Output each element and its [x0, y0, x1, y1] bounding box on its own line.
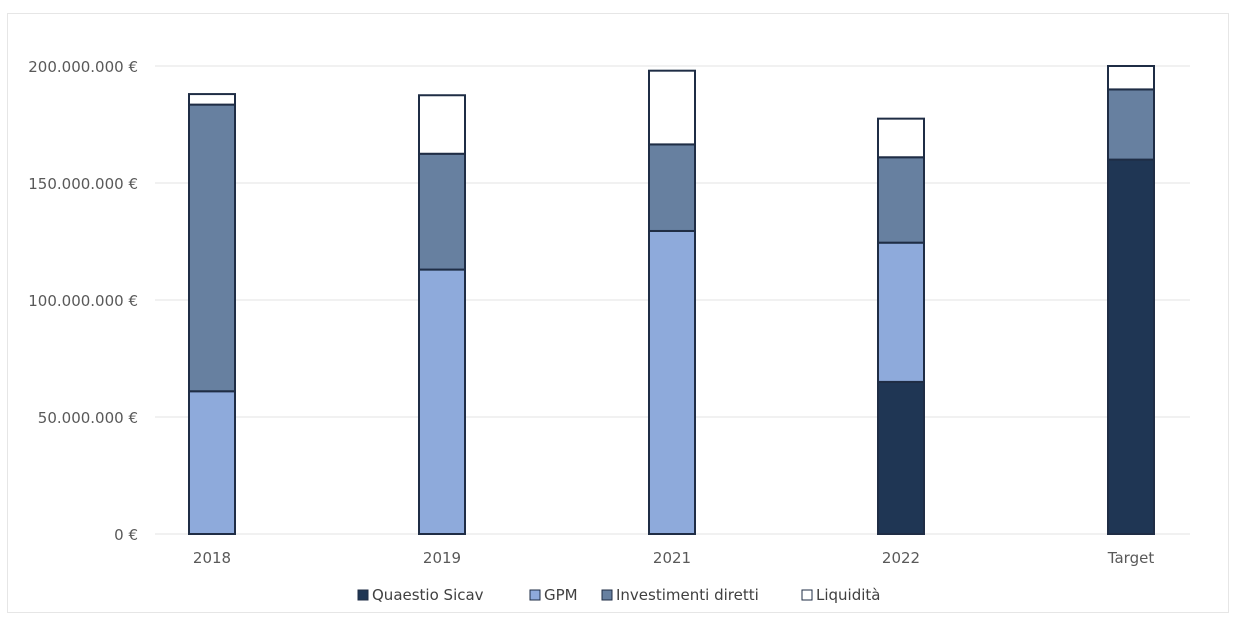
legend-swatch-liquidita: [801, 589, 813, 601]
y-tick-label: 150.000.000 €: [28, 175, 138, 193]
x-tick-label: 2021: [653, 549, 691, 567]
x-axis-tick-labels: 2018 2019 2021 2022 Target: [193, 549, 1154, 567]
x-tick-label: 2018: [193, 549, 231, 567]
legend-label-liquidita: Liquidità: [816, 586, 880, 604]
bars: [188, 65, 1155, 536]
legend-swatch-investimenti-diretti: [601, 589, 613, 601]
bar-segment-gpm: [877, 241, 925, 383]
bar-segment-gpm: [648, 229, 696, 535]
bar-segment-gpm: [188, 390, 236, 536]
x-tick-label: 2019: [423, 549, 461, 567]
bar-segment-quaestio-sicav: [1107, 158, 1155, 535]
bar-segment-gpm: [418, 268, 466, 535]
legend-swatch-gpm: [529, 589, 541, 601]
y-tick-label: 100.000.000 €: [28, 292, 138, 310]
legend-label-gpm: GPM: [544, 586, 578, 604]
bar-segment-investimenti-diretti: [648, 143, 696, 232]
legend-label-quaestio-sicav: Quaestio Sicav: [372, 586, 484, 604]
bar-segment-liquidita: [1107, 65, 1155, 91]
x-tick-label: 2022: [882, 549, 920, 567]
bar-segment-investimenti-diretti: [877, 156, 925, 244]
bar-segment-investimenti-diretti: [188, 103, 236, 393]
legend-swatch-quaestio-sicav: [357, 589, 369, 601]
y-tick-label: 0 €: [114, 526, 138, 544]
legend: Quaestio Sicav GPM Investimenti diretti …: [357, 586, 880, 604]
bar-segment-liquidita: [648, 69, 696, 146]
bar-segment-liquidita: [877, 117, 925, 159]
bar-segment-liquidita: [418, 94, 466, 155]
bar-segment-liquidita: [188, 93, 236, 106]
legend-label-investimenti-diretti: Investimenti diretti: [616, 586, 759, 604]
bar-segment-investimenti-diretti: [1107, 88, 1155, 161]
y-tick-label: 50.000.000 €: [38, 409, 138, 427]
bar-segment-quaestio-sicav: [877, 380, 925, 535]
bar-segment-investimenti-diretti: [418, 152, 466, 271]
x-tick-label: Target: [1107, 549, 1155, 567]
y-tick-label: 200.000.000 €: [28, 58, 138, 76]
y-axis-tick-labels: 0 € 50.000.000 € 100.000.000 € 150.000.0…: [28, 58, 138, 544]
